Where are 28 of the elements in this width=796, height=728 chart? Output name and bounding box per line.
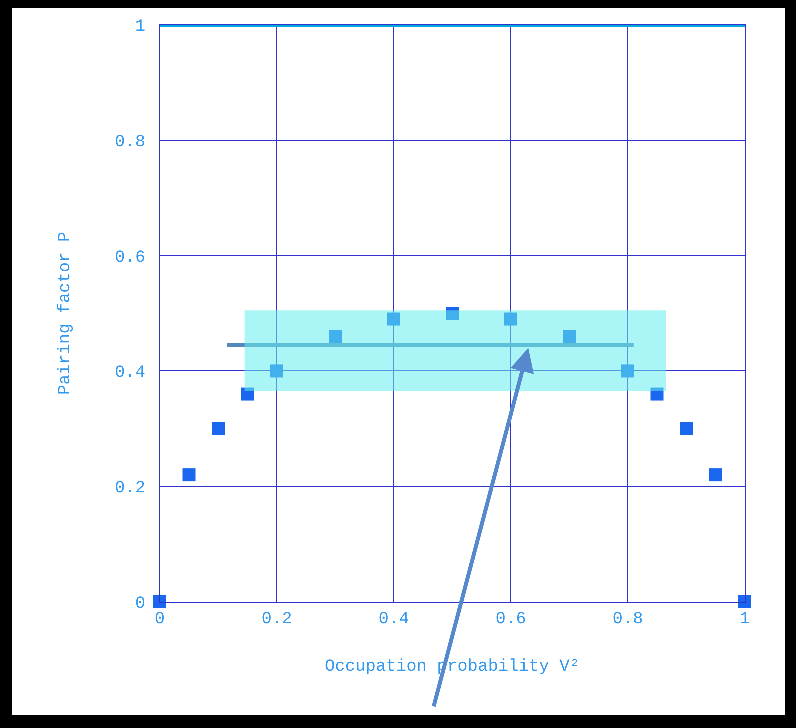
y-tick-label: 0.8 — [114, 133, 146, 152]
x-tick-label: 0.4 — [378, 610, 410, 630]
point — [738, 596, 752, 608]
point — [680, 422, 693, 436]
point — [182, 468, 196, 482]
y-tick-label: 0.6 — [114, 248, 146, 268]
point — [270, 364, 284, 378]
point — [241, 388, 254, 401]
point — [329, 330, 342, 344]
point — [563, 330, 576, 344]
y-axis-title: Pairing factor P — [56, 232, 76, 396]
point — [388, 312, 400, 326]
y-tick-label: 0.4 — [114, 364, 146, 384]
y-tick-label: 0.2 — [114, 480, 146, 499]
y-tick-label: 1 — [135, 18, 146, 37]
point — [212, 422, 225, 436]
point — [446, 307, 459, 320]
point — [504, 312, 518, 326]
x-tick-label: 0.8 — [612, 610, 644, 630]
point — [709, 468, 722, 482]
x-tick-label: 1 — [740, 610, 750, 630]
point — [622, 364, 634, 378]
point — [650, 388, 664, 401]
point — [154, 596, 166, 608]
x-tick-label: 0.2 — [262, 610, 292, 630]
y-tick-label: 0 — [135, 594, 146, 614]
x-tick-label: 0.6 — [496, 610, 526, 630]
x-tick-label: 0 — [154, 610, 166, 630]
